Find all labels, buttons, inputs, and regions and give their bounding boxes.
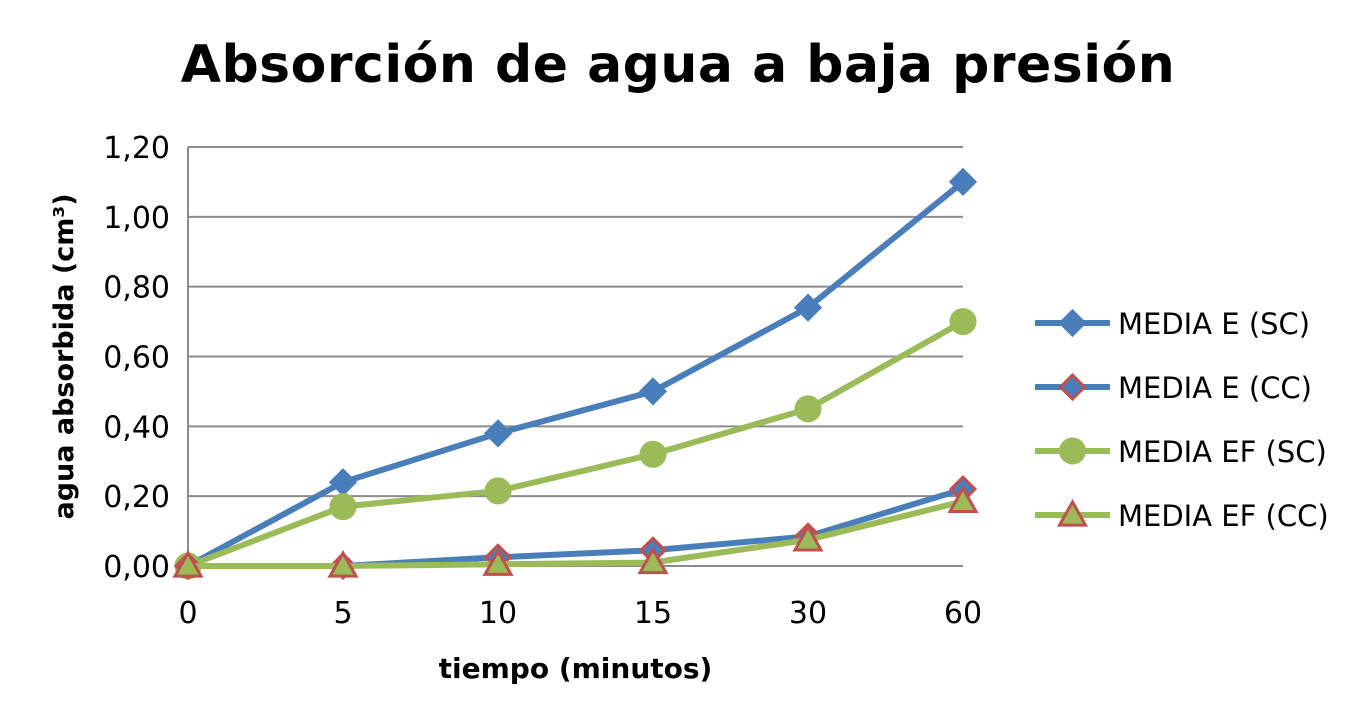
series-line (185, 178, 966, 569)
legend-label: MEDIA EF (CC) (1118, 499, 1329, 533)
series-line (185, 498, 966, 569)
y-tick-label: 1,20 (103, 131, 170, 166)
y-tick-label: 0,40 (103, 410, 170, 445)
gridlines (188, 146, 963, 498)
data-point (327, 549, 359, 578)
legend: MEDIA E (SC) MEDIA E (CC) MEDIA EF (SC) MED… (1035, 307, 1329, 533)
x-axis-title: tiempo (minutos) (439, 652, 713, 685)
y-tick-label: 0,60 (103, 341, 170, 376)
chart-title: Absorción de agua a baja presión (180, 35, 1176, 95)
legend-label: MEDIA E (CC) (1118, 371, 1312, 405)
y-tick-label: 0,80 (103, 271, 170, 306)
series-media-e-sc (173, 167, 978, 581)
legend-marker (1058, 308, 1087, 338)
data-point (482, 548, 514, 576)
x-tick-label: 0 (178, 596, 197, 631)
x-axis-ticks: 0 5 10 15 30 60 (178, 596, 982, 631)
data-point (638, 377, 668, 406)
data-point (329, 493, 357, 521)
series-media-ef-sc (174, 308, 977, 580)
data-point (794, 395, 822, 423)
data-point (793, 293, 823, 322)
x-tick-label: 10 (479, 596, 517, 631)
series-line (185, 318, 966, 569)
x-tick-label: 15 (634, 596, 672, 631)
legend-marker (1056, 498, 1089, 527)
data-point (484, 477, 512, 505)
legend-label: MEDIA EF (SC) (1118, 435, 1327, 469)
data-point (948, 167, 978, 197)
data-point (637, 546, 669, 575)
y-axis-ticks: 0,00 0,20 0,40 0,60 0,80 1,00 1,20 (103, 131, 170, 585)
y-axis-title: agua absorbida (cm³) (49, 193, 80, 519)
data-point (172, 549, 204, 578)
x-tick-label: 5 (333, 596, 352, 631)
series-group (172, 167, 979, 581)
legend-marker (1059, 437, 1086, 465)
data-point (792, 523, 824, 552)
y-tick-label: 0,20 (103, 480, 170, 515)
legend-item: MEDIA EF (CC) (1035, 498, 1329, 533)
data-point (483, 419, 513, 448)
y-tick-label: 0,00 (103, 550, 170, 585)
legend-item: MEDIA EF (SC) (1035, 435, 1327, 469)
data-point (947, 485, 979, 514)
data-point (949, 308, 977, 336)
legend-item: MEDIA E (SC) (1035, 307, 1310, 341)
data-point (639, 440, 667, 468)
legend-label: MEDIA E (SC) (1118, 307, 1310, 341)
data-point (328, 468, 358, 497)
y-tick-label: 1,00 (103, 201, 170, 236)
legend-item: MEDIA E (CC) (1035, 371, 1312, 405)
legend-marker (1058, 372, 1087, 402)
x-tick-label: 30 (789, 596, 827, 631)
series-media-ef-cc (172, 485, 979, 578)
x-tick-label: 60 (944, 596, 982, 631)
